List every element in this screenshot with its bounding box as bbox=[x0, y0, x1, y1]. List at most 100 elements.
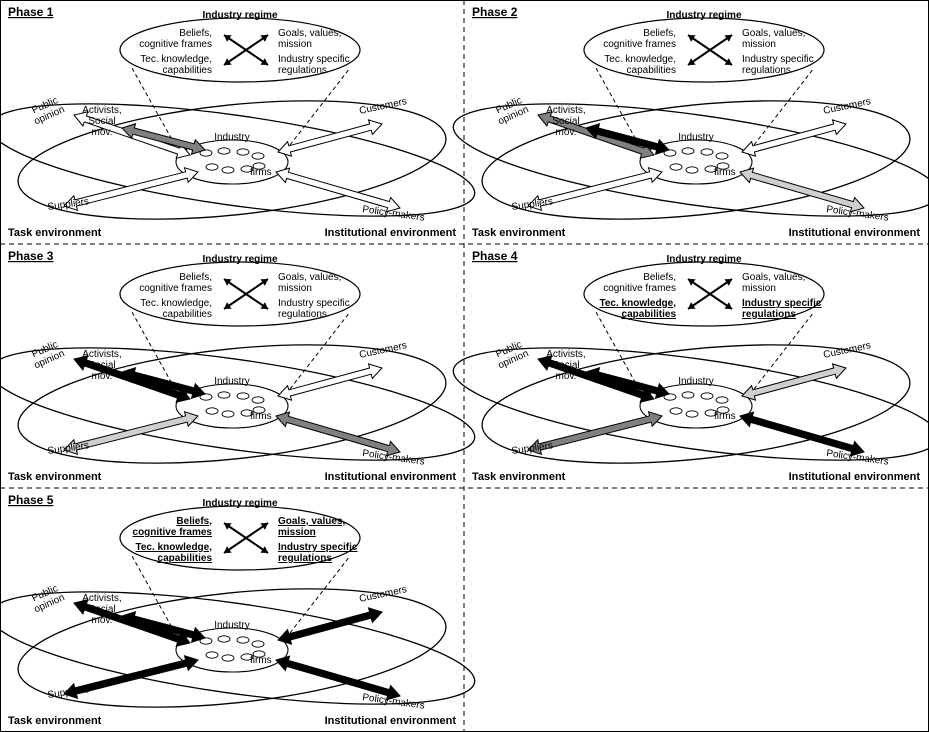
svg-text:Goals, values,: Goals, values, bbox=[742, 272, 805, 283]
svg-text:Goals, values,: Goals, values, bbox=[278, 272, 341, 283]
svg-text:Customers: Customers bbox=[822, 96, 872, 117]
svg-text:regulations: regulations bbox=[742, 309, 796, 320]
svg-text:Customers: Customers bbox=[358, 96, 408, 117]
svg-text:mission: mission bbox=[278, 527, 316, 538]
svg-text:Beliefs,: Beliefs, bbox=[179, 272, 212, 283]
svg-text:Institutional environment: Institutional environment bbox=[789, 471, 921, 483]
svg-text:cognitive frames: cognitive frames bbox=[139, 283, 212, 294]
svg-text:firms: firms bbox=[250, 411, 272, 422]
svg-text:Beliefs,: Beliefs, bbox=[643, 272, 676, 283]
svg-text:Task environment: Task environment bbox=[472, 471, 566, 483]
svg-text:Industry: Industry bbox=[214, 620, 250, 631]
phases-diagram: Phase 1Industry regimeBeliefs,cognitive … bbox=[0, 0, 929, 732]
svg-text:Industry regime: Industry regime bbox=[666, 254, 741, 265]
svg-text:Activists,: Activists, bbox=[82, 593, 121, 604]
svg-text:cognitive frames: cognitive frames bbox=[603, 39, 676, 50]
svg-text:Social: Social bbox=[88, 360, 115, 371]
svg-text:Institutional environment: Institutional environment bbox=[325, 471, 457, 483]
svg-text:Phase 4: Phase 4 bbox=[472, 249, 518, 263]
svg-text:Industry specific: Industry specific bbox=[278, 298, 350, 309]
svg-text:Activists,: Activists, bbox=[82, 105, 121, 116]
panel-phase-5: Phase 5 Industry regime Beliefs,cognitive … bbox=[0, 493, 481, 727]
svg-text:capabilities: capabilities bbox=[163, 309, 212, 320]
svg-text:mission: mission bbox=[742, 39, 776, 50]
svg-text:Tec. knowledge,: Tec. knowledge, bbox=[140, 54, 212, 65]
svg-text:capabilities: capabilities bbox=[622, 309, 677, 320]
svg-text:Industry: Industry bbox=[678, 376, 714, 387]
svg-text:Industry specific: Industry specific bbox=[278, 542, 358, 553]
svg-text:mov.: mov. bbox=[556, 371, 577, 382]
svg-text:Industry specific: Industry specific bbox=[742, 54, 814, 65]
svg-text:Industry regime: Industry regime bbox=[666, 10, 741, 21]
svg-text:regulations: regulations bbox=[278, 553, 332, 564]
svg-text:Beliefs,: Beliefs, bbox=[643, 28, 676, 39]
svg-text:Customers: Customers bbox=[822, 340, 872, 361]
svg-text:Goals, values,: Goals, values, bbox=[278, 28, 341, 39]
svg-text:mov.: mov. bbox=[92, 371, 113, 382]
svg-text:capabilities: capabilities bbox=[158, 553, 213, 564]
svg-text:Suppliers: Suppliers bbox=[511, 196, 554, 213]
svg-text:regulations: regulations bbox=[278, 309, 327, 320]
svg-text:Industry regime: Industry regime bbox=[202, 10, 277, 21]
svg-text:Task environment: Task environment bbox=[8, 227, 102, 239]
svg-text:mov.: mov. bbox=[556, 127, 577, 138]
svg-text:Activists,: Activists, bbox=[546, 105, 585, 116]
svg-text:mov.: mov. bbox=[92, 127, 113, 138]
svg-text:Industry specific: Industry specific bbox=[742, 298, 822, 309]
svg-text:Beliefs,: Beliefs, bbox=[179, 28, 212, 39]
svg-text:capabilities: capabilities bbox=[163, 65, 212, 76]
svg-text:Task environment: Task environment bbox=[8, 471, 102, 483]
svg-text:Suppliers: Suppliers bbox=[47, 440, 90, 457]
svg-text:Suppliers: Suppliers bbox=[47, 684, 90, 701]
svg-text:Suppliers: Suppliers bbox=[47, 196, 90, 213]
svg-text:Tec. knowledge,: Tec. knowledge, bbox=[600, 298, 677, 309]
svg-text:Suppliers: Suppliers bbox=[511, 440, 554, 457]
svg-text:Social: Social bbox=[88, 604, 115, 615]
svg-text:Customers: Customers bbox=[358, 340, 408, 361]
svg-text:mission: mission bbox=[742, 283, 776, 294]
svg-text:Activists,: Activists, bbox=[82, 349, 121, 360]
svg-text:Industry: Industry bbox=[678, 132, 714, 143]
svg-text:firms: firms bbox=[714, 411, 736, 422]
svg-text:Industry regime: Industry regime bbox=[202, 498, 277, 509]
svg-text:Tec. knowledge,: Tec. knowledge, bbox=[140, 298, 212, 309]
svg-text:Goals, values,: Goals, values, bbox=[742, 28, 805, 39]
svg-text:mission: mission bbox=[278, 283, 312, 294]
svg-text:Industry: Industry bbox=[214, 132, 250, 143]
svg-text:mission: mission bbox=[278, 39, 312, 50]
svg-text:Institutional environment: Institutional environment bbox=[789, 227, 921, 239]
svg-text:Social: Social bbox=[552, 360, 579, 371]
svg-text:Activists,: Activists, bbox=[546, 349, 585, 360]
svg-text:Social: Social bbox=[552, 116, 579, 127]
svg-text:Tec. knowledge,: Tec. knowledge, bbox=[604, 54, 676, 65]
svg-text:Task environment: Task environment bbox=[472, 227, 566, 239]
svg-text:cognitive frames: cognitive frames bbox=[133, 527, 213, 538]
panel-phase-2: Phase 2 Industry regime Beliefs,cognitive … bbox=[447, 5, 929, 239]
panel-phase-1: Phase 1 Industry regime Beliefs,cognitive … bbox=[0, 5, 481, 239]
svg-text:Beliefs,: Beliefs, bbox=[176, 516, 212, 527]
svg-text:cognitive frames: cognitive frames bbox=[139, 39, 212, 50]
panel-phase-4: Phase 4 Industry regime Beliefs,cognitive … bbox=[447, 249, 929, 483]
svg-text:firms: firms bbox=[250, 167, 272, 178]
panel-phase-3: Phase 3 Industry regime Beliefs,cognitive … bbox=[0, 249, 481, 483]
svg-text:cognitive frames: cognitive frames bbox=[603, 283, 676, 294]
svg-text:regulations: regulations bbox=[742, 65, 791, 76]
svg-text:Phase 3: Phase 3 bbox=[8, 249, 54, 263]
svg-text:Industry specific: Industry specific bbox=[278, 54, 350, 65]
svg-text:Task environment: Task environment bbox=[8, 715, 102, 727]
svg-text:Industry: Industry bbox=[214, 376, 250, 387]
svg-text:firms: firms bbox=[250, 655, 272, 666]
svg-text:capabilities: capabilities bbox=[627, 65, 676, 76]
svg-text:Industry regime: Industry regime bbox=[202, 254, 277, 265]
svg-text:Phase 1: Phase 1 bbox=[8, 5, 54, 19]
svg-text:Customers: Customers bbox=[358, 584, 408, 605]
svg-text:Phase 2: Phase 2 bbox=[472, 5, 518, 19]
svg-text:Social: Social bbox=[88, 116, 115, 127]
svg-text:Goals, values,: Goals, values, bbox=[278, 516, 345, 527]
svg-text:Institutional environment: Institutional environment bbox=[325, 715, 457, 727]
svg-text:Phase 5: Phase 5 bbox=[8, 493, 54, 507]
svg-text:firms: firms bbox=[714, 167, 736, 178]
svg-text:regulations: regulations bbox=[278, 65, 327, 76]
svg-text:mov.: mov. bbox=[92, 615, 113, 626]
svg-text:Institutional environment: Institutional environment bbox=[325, 227, 457, 239]
